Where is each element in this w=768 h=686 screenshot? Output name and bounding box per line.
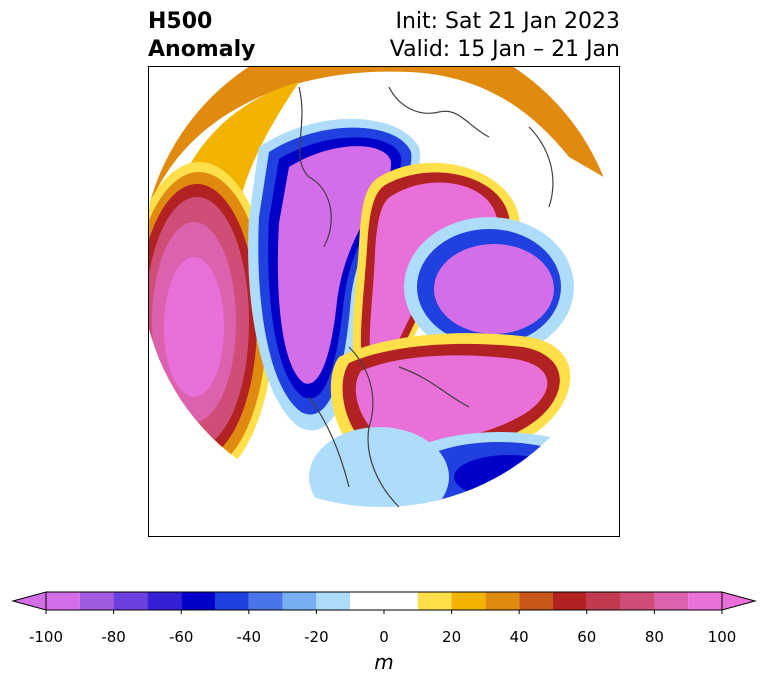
anomaly-map <box>148 66 620 537</box>
colorbar-cell <box>113 592 148 610</box>
colorbar-cell <box>519 592 553 610</box>
colorbar-unit-label: m <box>374 650 394 674</box>
colorbar-tick-label: 60 <box>577 628 597 646</box>
colorbar-tick-label: -20 <box>304 628 329 646</box>
colorbar-cell <box>248 592 283 610</box>
colorbar-cell <box>282 592 317 610</box>
map-canvas <box>149 67 619 508</box>
coastlines <box>298 86 554 508</box>
atlantic-low-core <box>454 455 564 499</box>
colorbar-cell <box>181 592 215 610</box>
colorbar-tick-label: -100 <box>28 628 64 646</box>
colorbar-tick-label: 0 <box>379 628 389 646</box>
colorbar-cell <box>654 592 689 610</box>
colorbar-cells <box>46 592 722 610</box>
atlantic-ridge-core <box>355 355 548 443</box>
colorbar-cell <box>215 592 249 610</box>
colorbar-tick-label: -80 <box>101 628 126 646</box>
colorbar-ticks <box>45 610 723 614</box>
time-info: Init: Sat 21 Jan 2023 Valid: 15 Jan – 21… <box>390 8 620 64</box>
colorbar-extend-max <box>721 591 757 611</box>
us-trough-light <box>309 427 449 507</box>
colorbar-tick-label: -60 <box>168 628 194 646</box>
title-line-2: Anomaly <box>148 37 256 62</box>
colorbar-cell <box>620 592 655 610</box>
colorbar-cell <box>316 592 351 610</box>
title-line-1: H500 <box>148 9 213 34</box>
colorbar-tick-label: 80 <box>644 628 664 646</box>
colorbar-tick-label: 20 <box>442 628 462 646</box>
chart-title: H500 Anomaly <box>148 8 255 64</box>
colorbar-cell <box>147 592 182 610</box>
colorbar-cell <box>417 592 452 610</box>
eurasia-trough-core <box>434 244 554 334</box>
west-ridge-core <box>164 257 224 397</box>
colorbar-cell <box>485 592 520 610</box>
colorbar-extend-min <box>11 591 47 611</box>
colorbar-cell <box>553 592 587 610</box>
anomaly-field <box>149 67 619 507</box>
colorbar-cell <box>350 592 418 610</box>
colorbar-tick-label: 40 <box>509 628 529 646</box>
colorbar-cell <box>586 592 621 610</box>
valid-period-label: Valid: 15 Jan – 21 Jan <box>389 37 620 62</box>
colorbar-cell <box>79 592 114 610</box>
colorbar-cell <box>451 592 486 610</box>
init-time-label: Init: Sat 21 Jan 2023 <box>395 9 620 34</box>
colorbar-tick-label: -40 <box>236 628 262 646</box>
colorbar-cell <box>688 592 722 610</box>
colorbar <box>11 591 757 614</box>
west-trough-core <box>277 146 392 384</box>
colorbar-cell <box>46 592 80 610</box>
colorbar-tick-label: 100 <box>707 628 737 646</box>
